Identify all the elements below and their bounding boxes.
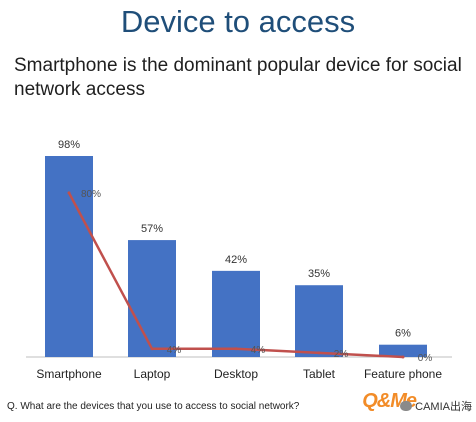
survey-question: Q. What are the devices that you use to … <box>7 401 300 412</box>
bar-value-label: 42% <box>225 254 247 266</box>
wechat-icon <box>400 401 413 411</box>
line-point <box>150 347 154 351</box>
x-tick-label: Tablet <box>303 367 336 381</box>
line-value-label: 0% <box>418 353 433 364</box>
line-value-label: 4% <box>167 345 182 356</box>
bar-tablet <box>295 285 343 357</box>
bar-value-label: 35% <box>308 268 330 280</box>
line-value-label: 80% <box>81 189 101 200</box>
bar-value-label: 6% <box>395 328 411 340</box>
line-point <box>67 191 71 195</box>
x-tick-label: Laptop <box>134 367 171 381</box>
x-tick-label: Feature phone <box>364 367 442 381</box>
watermark: CAMIA出海 <box>400 398 472 414</box>
qme-logo: Q&Me CAMIA出海 <box>352 390 472 418</box>
page-title: Device to access <box>120 4 356 39</box>
line-value-label: 4% <box>251 345 266 356</box>
line-value-label: 2% <box>334 349 349 360</box>
bar-smartphone <box>45 156 93 357</box>
bar-feature-phone <box>379 344 427 357</box>
bar-value-label: 57% <box>141 223 163 235</box>
page-subtitle: Smartphone is the dominant popular devic… <box>14 55 462 100</box>
line-point <box>317 351 321 355</box>
bar-value-label: 98% <box>58 139 80 151</box>
x-tick-label: Desktop <box>214 367 258 381</box>
line-point <box>401 355 405 359</box>
bar-laptop <box>128 240 176 357</box>
x-tick-label: Smartphone <box>36 367 102 381</box>
line-point <box>234 347 238 351</box>
watermark-text: CAMIA出海 <box>415 401 472 413</box>
bar-desktop <box>212 270 260 357</box>
